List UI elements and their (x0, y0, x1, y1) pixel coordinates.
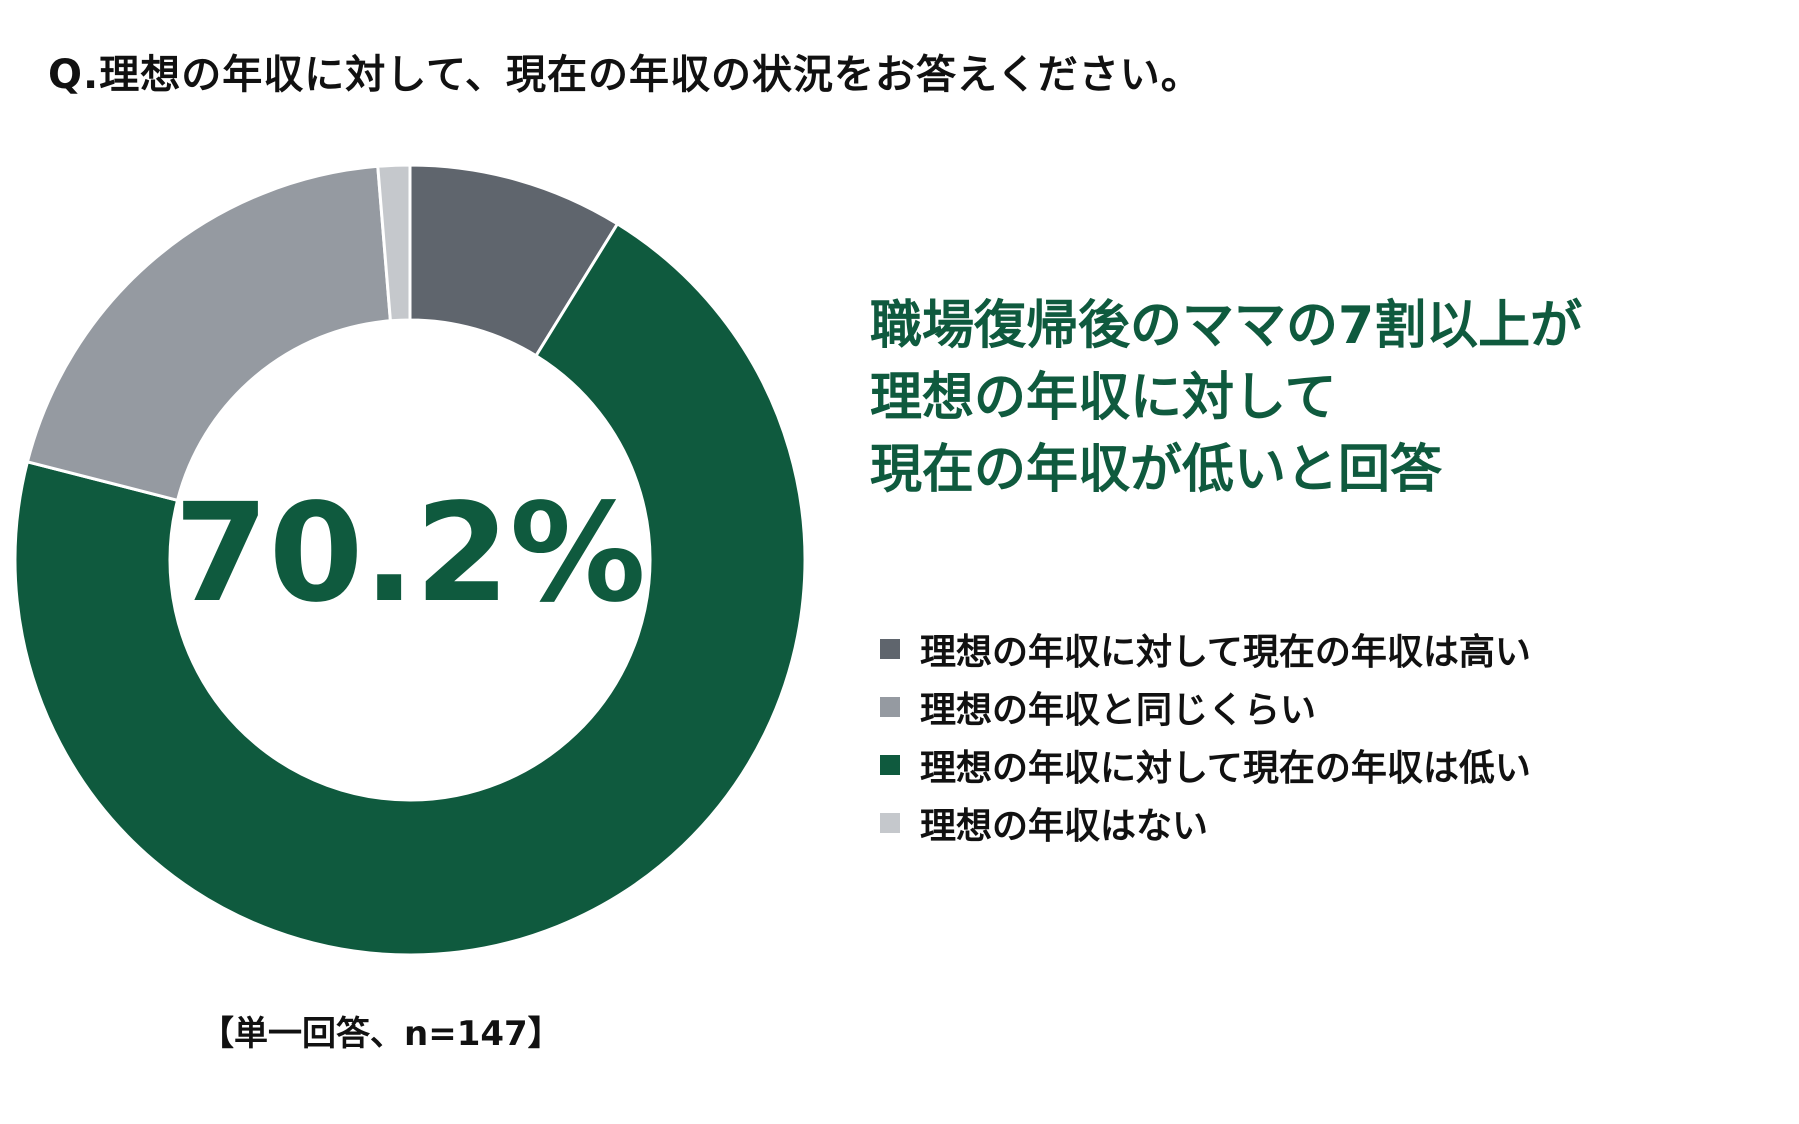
legend-item: 理想の年収はない (880, 794, 1531, 852)
legend-label: 理想の年収はない (920, 806, 1209, 847)
donut-slice (376, 163, 412, 323)
headline: 職場復帰後のママの7割以上が 理想の年収に対して 現在の年収が低いと回答 (870, 290, 1582, 506)
headline-line: 職場復帰後のママの7割以上が (870, 296, 1583, 356)
question-title: Q.理想の年収に対して、現在の年収の状況をお答えください。 (48, 52, 1202, 98)
sample-note: 【単一回答、n=147】 (200, 1014, 562, 1054)
legend-item: 理想の年収に対して現在の年収は高い (880, 620, 1531, 678)
legend-swatch (880, 755, 900, 775)
donut-slice (13, 221, 807, 957)
headline-line: 理想の年収に対して (870, 368, 1337, 428)
legend-label: 理想の年収と同じくらい (920, 690, 1317, 731)
legend-label: 理想の年収に対して現在の年収は低い (920, 748, 1531, 789)
legend-item: 理想の年収に対して現在の年収は低い (880, 736, 1531, 794)
legend-label: 理想の年収に対して現在の年収は高い (920, 632, 1531, 673)
center-percentage-label: 70.2% (174, 475, 646, 633)
donut-slice (25, 164, 393, 503)
donut-slices (13, 163, 807, 957)
legend-swatch (880, 813, 900, 833)
legend: 理想の年収に対して現在の年収は高い 理想の年収と同じくらい 理想の年収に対して現… (880, 620, 1531, 852)
headline-line: 現在の年収が低いと回答 (870, 440, 1443, 500)
legend-item: 理想の年収と同じくらい (880, 678, 1531, 736)
legend-swatch (880, 697, 900, 717)
legend-swatch (880, 639, 900, 659)
